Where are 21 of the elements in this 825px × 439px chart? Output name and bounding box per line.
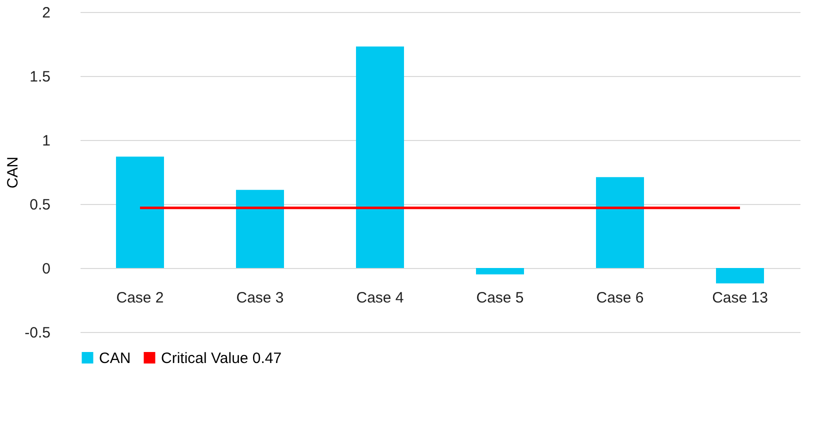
- legend-label: CAN: [99, 350, 131, 367]
- y-tick-label: -0.5: [24, 324, 50, 342]
- bar: [236, 190, 284, 268]
- y-axis-title: CAN: [4, 156, 22, 188]
- x-tick-label: Case 5: [476, 290, 524, 306]
- bar: [716, 268, 764, 284]
- y-tick-label: 0: [42, 260, 50, 278]
- bar: [356, 46, 404, 268]
- y-tick-label: 2: [42, 4, 50, 22]
- y-tick-label: 1: [42, 132, 50, 150]
- x-tick-label: Case 2: [116, 290, 164, 306]
- legend-label: Critical Value 0.47: [161, 350, 282, 367]
- x-tick-label: Case 4: [356, 290, 404, 306]
- y-tick-label: 0.5: [30, 196, 50, 214]
- bar: [596, 177, 644, 268]
- x-tick-label: Case 6: [596, 290, 644, 306]
- bar: [476, 268, 524, 274]
- bar: [116, 156, 164, 268]
- x-tick-label: Case 13: [712, 290, 768, 306]
- y-tick-label: 1.5: [30, 68, 50, 86]
- x-tick-label: Case 3: [236, 290, 284, 306]
